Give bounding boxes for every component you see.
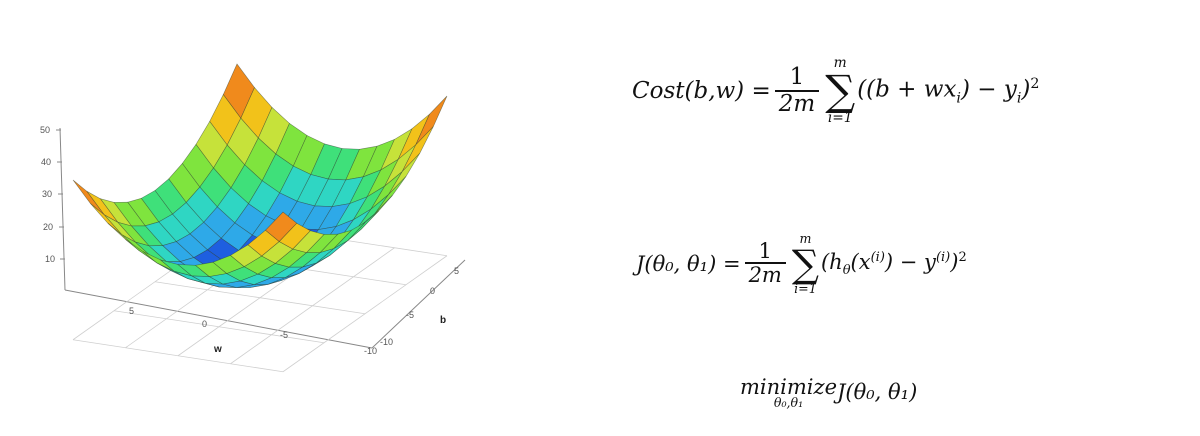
cost-body: ((b + wxi) − yi)2	[857, 76, 1039, 106]
fraction-numerator: 1	[789, 64, 805, 91]
superscript: (i)	[935, 249, 951, 265]
body-part: (h	[820, 249, 843, 274]
j-lhs: J(θ₀, θ₁) =	[636, 251, 741, 276]
summation: m ∑ i=1	[792, 232, 819, 296]
b-tick-label: 0	[430, 286, 435, 296]
b-tick-label: -5	[406, 310, 414, 320]
exponent: 2	[958, 249, 967, 265]
summation: m ∑ i=1	[825, 55, 856, 127]
cost-surface-plot: 50 40 30 20 10 5 0 -5 w 5 0 -5 -10 -10 b	[0, 0, 560, 436]
minimize-word: minimize	[740, 375, 837, 399]
body-part: ) − y	[884, 249, 936, 274]
fraction-denominator: 2m	[748, 263, 782, 288]
cost-function-equation: Cost(b,w) = 1 2m m ∑ i=1 ((b + wxi) − yi…	[632, 55, 1039, 127]
z-tick-label: 40	[41, 157, 51, 167]
sigma-symbol: ∑	[825, 66, 856, 116]
w-axis-label: w	[213, 344, 222, 355]
floor-front-edge	[64, 289, 373, 349]
b-tick-label: 5	[454, 266, 459, 276]
floor-grid-line	[154, 281, 366, 315]
w-tick-label: 5	[129, 306, 134, 316]
fraction-denominator: 2m	[778, 90, 816, 117]
z-tick-label: 30	[42, 189, 52, 199]
surface-patch	[72, 179, 105, 216]
z-tick-label: 20	[43, 222, 53, 232]
z-ticks	[56, 129, 65, 260]
fraction-bar	[774, 89, 820, 92]
minimize-equation: minimize θ₀,θ₁ J(θ₀, θ₁)	[740, 375, 917, 410]
sum-upper-limit: m	[799, 231, 812, 246]
superscript: (i)	[870, 249, 885, 265]
surface-patch	[415, 95, 448, 146]
b-axis-label: b	[440, 315, 446, 326]
subscript: θ	[842, 262, 851, 278]
axis-frame	[59, 127, 466, 349]
cost-fraction: 1 2m	[774, 64, 820, 117]
origin-tick-label: -10	[364, 346, 377, 356]
fraction-numerator: 1	[758, 239, 772, 264]
w-tick-label: -5	[280, 330, 288, 340]
minimize-target: J(θ₀, θ₁)	[837, 380, 918, 405]
z-tick-label: 10	[45, 254, 55, 264]
cost-lhs: Cost(b,w) =	[632, 78, 771, 105]
body-part: ) − y	[960, 76, 1017, 103]
paraboloid-surface	[72, 63, 448, 288]
minimize-subscript: θ₀,θ₁	[773, 395, 804, 410]
surface-patch	[265, 211, 298, 242]
sum-upper-limit: m	[833, 55, 847, 71]
z-axis-line	[59, 127, 66, 291]
surface-3d-chart: 50 40 30 20 10 5 0 -5 w 5 0 -5 -10 -10 b	[40, 63, 466, 373]
sigma-symbol: ∑	[791, 241, 819, 286]
w-tick-label: 0	[202, 319, 207, 329]
z-tick-label: 50	[40, 125, 50, 135]
j-function-equation: J(θ₀, θ₁) = 1 2m m ∑ i=1 (hθ(x(i)) − y(i…	[636, 232, 967, 296]
body-part: ((b + wx	[857, 76, 957, 103]
j-body: (hθ(x(i)) − y(i))2	[821, 250, 967, 278]
minimize-operator: minimize θ₀,θ₁	[740, 375, 837, 410]
sum-lower-limit: i=1	[794, 280, 817, 296]
body-part: (x	[850, 249, 871, 274]
sum-lower-limit: i=1	[827, 110, 853, 127]
body-part: )	[950, 249, 959, 274]
subscript: i	[1016, 90, 1022, 107]
j-fraction: 1 2m	[744, 239, 786, 288]
body-part: )	[1021, 76, 1031, 103]
floor-right-edge	[371, 259, 466, 349]
subscript: i	[956, 90, 961, 107]
fraction-bar	[744, 262, 786, 265]
exponent: 2	[1030, 75, 1040, 92]
b-tick-label: -10	[380, 337, 393, 347]
